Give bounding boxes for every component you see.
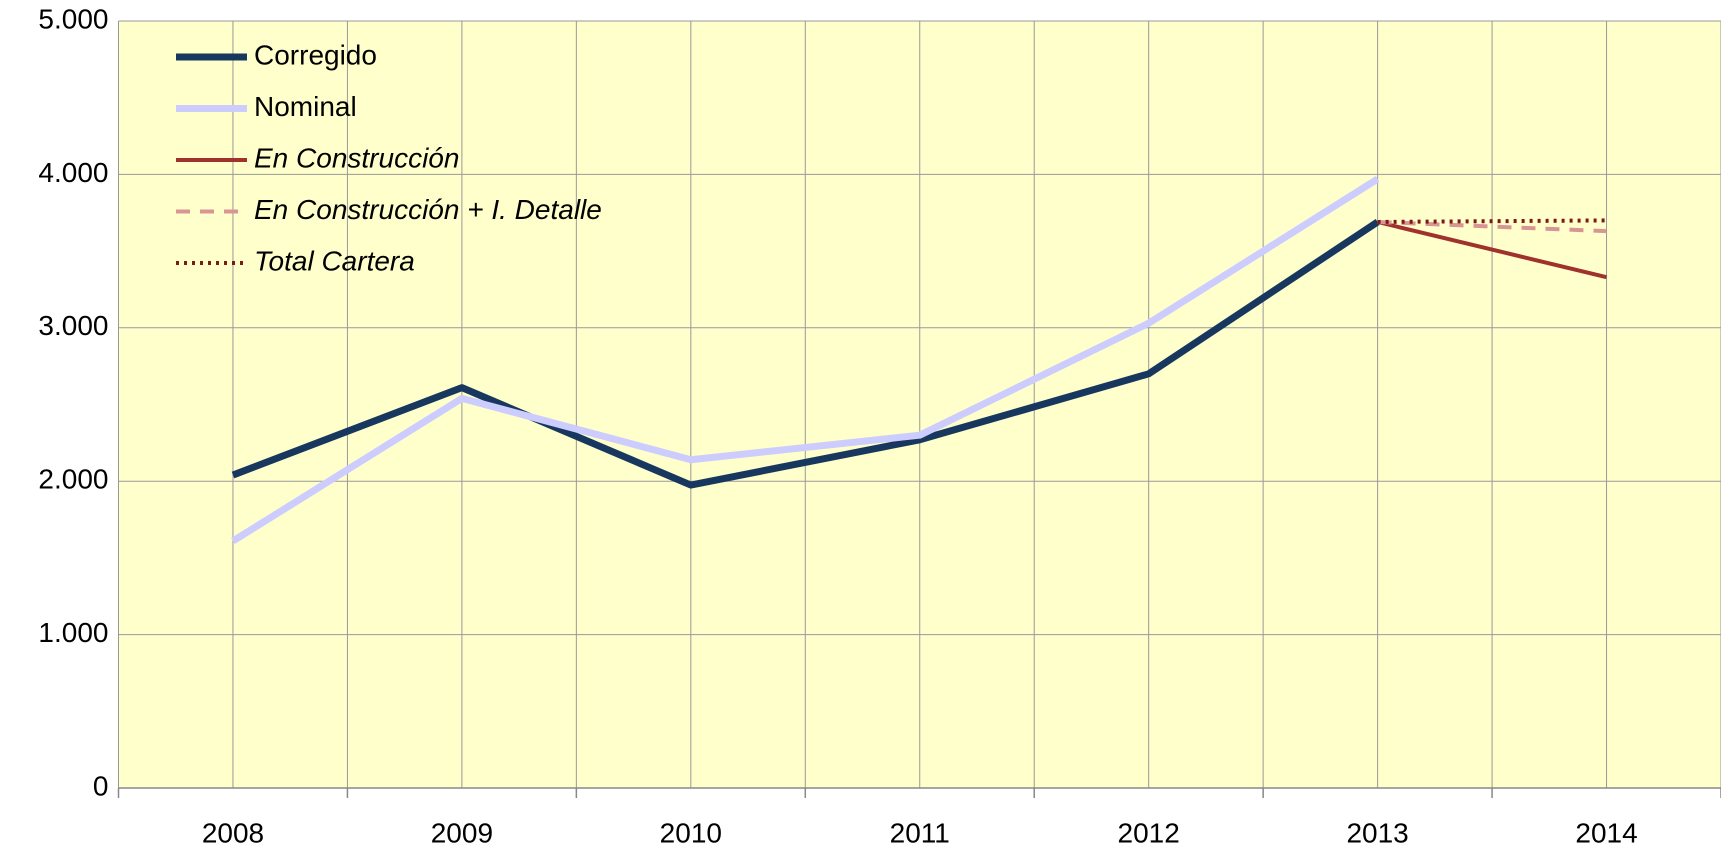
legend-label: Total Cartera [254, 245, 415, 276]
series-line [1377, 218, 1607, 224]
legend-label: Nominal [254, 91, 357, 122]
series-line [1377, 220, 1608, 280]
x-tick-label: 2014 [1575, 817, 1637, 848]
y-tick-label: 3.000 [38, 310, 108, 341]
y-tick-label: 5.000 [38, 3, 108, 34]
series-line [231, 176, 1380, 544]
x-tick-label: 2008 [202, 817, 264, 848]
legend-label: En Construcción + I. Detalle [254, 194, 602, 225]
y-tick-label: 4.000 [38, 157, 108, 188]
y-tick-label: 2.000 [38, 464, 108, 495]
y-tick-label: 1.000 [38, 617, 108, 648]
x-tick-label: 2011 [890, 817, 950, 848]
y-tick-label: 0 [93, 770, 109, 801]
legend-label: Corregido [254, 39, 377, 70]
x-tick-label: 2013 [1346, 817, 1408, 848]
x-tick-label: 2009 [431, 817, 493, 848]
x-tick-label: 2010 [660, 817, 722, 848]
legend-label: En Construcción [254, 142, 459, 173]
series-line [231, 219, 1380, 489]
x-tick-label: 2012 [1118, 817, 1180, 848]
